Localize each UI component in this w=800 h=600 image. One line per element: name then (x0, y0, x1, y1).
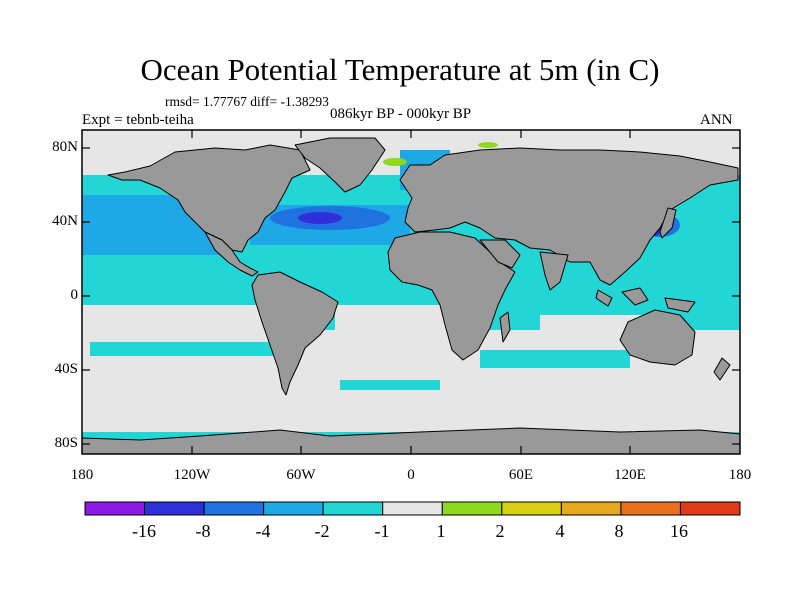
lon-label-120w: 120W (173, 467, 211, 483)
colorbar-swatch (144, 501, 205, 516)
land-masses (82, 137, 740, 454)
arctic-warm-spot-1 (383, 158, 407, 166)
colorbar-swatch (679, 501, 741, 516)
lat-label-0: 0 (70, 287, 79, 303)
colorbar-label: 8 (614, 521, 624, 541)
south-atlantic-neutral (335, 305, 460, 345)
india (539, 251, 569, 291)
greenland (294, 137, 386, 193)
lon-label-180w: 180 (70, 467, 94, 483)
colorbar-label: -1 (374, 521, 390, 541)
north-atlantic-max-cooling (298, 212, 342, 224)
colorbar-boxes (84, 501, 741, 516)
colorbar-label: -2 (314, 521, 330, 541)
colorbar-swatch (382, 501, 443, 516)
eurasia (399, 147, 739, 286)
axis-ticks (82, 130, 740, 454)
lat-label-40s: 40S (54, 361, 78, 377)
lon-label-0: 0 (407, 467, 415, 483)
colorbar-swatch (263, 501, 324, 516)
central-america (204, 231, 259, 277)
colorbar-label: 16 (670, 521, 688, 541)
new-zealand (713, 357, 731, 381)
lon-label-180e: 180 (728, 467, 752, 483)
colorbar-label: 1 (436, 521, 446, 541)
experiment-label: Expt = tebnb-teiha (82, 112, 194, 128)
borneo (621, 287, 649, 306)
colorbar-swatch (84, 501, 146, 516)
colorbar-label: -4 (255, 521, 271, 541)
new-guinea (664, 297, 696, 313)
lon-label-60w: 60W (286, 467, 316, 483)
colorbar-swatch (203, 501, 265, 516)
japan (659, 207, 677, 239)
australia (619, 309, 696, 366)
lat-label-40n: 40N (52, 213, 78, 229)
season-label: ANN (700, 112, 733, 128)
colorbar-swatch (322, 501, 384, 516)
map-title: Ocean Potential Temperature at 5m (in C) (140, 52, 660, 87)
colorbar-swatch (620, 501, 681, 516)
lat-label-80n: 80N (52, 139, 78, 155)
colorbar-swatch (560, 501, 622, 516)
africa (387, 231, 516, 361)
south-pacific-cool-strip (90, 342, 280, 356)
madagascar (499, 311, 511, 343)
colorbar-swatch (501, 501, 562, 516)
map-field (82, 130, 740, 454)
sumatra (595, 289, 613, 307)
north-america (107, 144, 311, 253)
colorbar-label: -8 (195, 521, 211, 541)
lon-label-60e: 60E (508, 467, 534, 483)
colorbar-label: 2 (495, 521, 505, 541)
southern-ocean-cool-strip (480, 350, 630, 368)
rmsd-diff-stats: rmsd= 1.77767 diff= -1.38293 (165, 94, 329, 109)
arabian-peninsula (479, 239, 521, 269)
colorbar-swatch (441, 501, 503, 516)
colorbar-label: 4 (555, 521, 565, 541)
antarctica (82, 427, 740, 454)
arctic-warm-spot-2 (478, 142, 498, 148)
lat-label-80s: 80S (54, 435, 78, 451)
lon-label-120e: 120E (614, 467, 646, 483)
colorbar-label: -16 (132, 521, 156, 541)
period-label: 086kyr BP - 000kyr BP (330, 106, 472, 122)
south-america (251, 271, 339, 396)
south-atlantic-cool-strip (340, 380, 440, 390)
